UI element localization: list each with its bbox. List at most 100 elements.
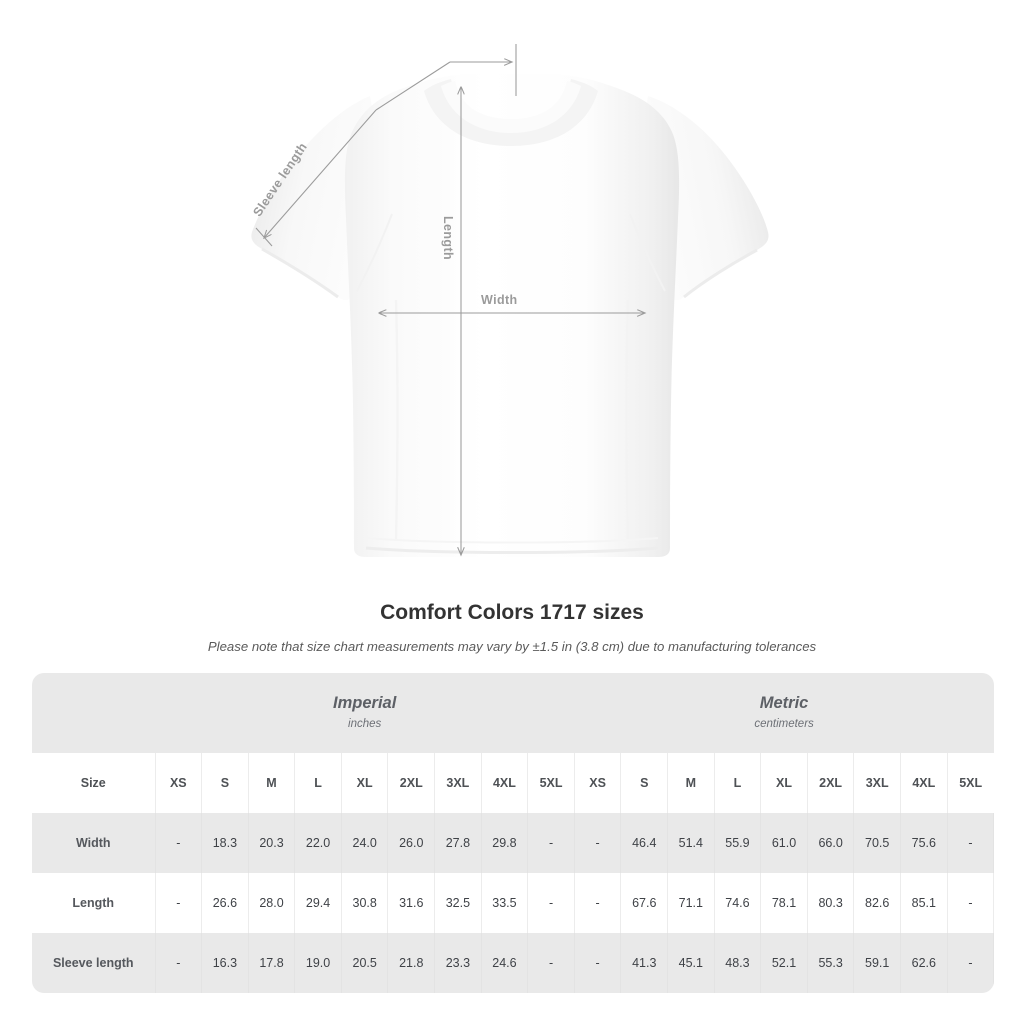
cell-length-metric-xs: - <box>574 873 622 933</box>
cell-length-metric-s: 67.6 <box>620 873 669 933</box>
size-header-row: Size XS S M L XL 2XL 3XL 4XL 5XL XS S M … <box>32 753 994 813</box>
cell-width-metric-5xl: - <box>947 813 995 873</box>
size-header-metric-m: M <box>667 753 715 813</box>
cell-width-imperial-5xl: - <box>527 813 575 873</box>
cell-length-imperial-xl: 30.8 <box>341 873 389 933</box>
size-chart-table: Imperial inches Metric centimeters Size … <box>32 673 995 993</box>
cell-sleeve-metric-l: 48.3 <box>714 933 762 993</box>
size-header-imperial-xl: XL <box>341 753 389 813</box>
cell-width-imperial-3xl: 27.8 <box>434 813 482 873</box>
unit-header-imperial: Imperial inches <box>155 673 575 753</box>
title-block: Comfort Colors 1717 sizes Please note th… <box>0 600 1024 656</box>
cell-width-imperial-s: 18.3 <box>201 813 249 873</box>
cell-sleeve-metric-5xl: - <box>947 933 995 993</box>
cell-width-metric-3xl: 70.5 <box>853 813 901 873</box>
sleeve-leader-diagonal <box>375 61 451 111</box>
size-header-imperial-5xl: 5XL <box>527 753 575 813</box>
cell-width-metric-4xl: 75.6 <box>900 813 948 873</box>
cell-width-imperial-m: 20.3 <box>248 813 296 873</box>
cell-width-metric-l: 55.9 <box>714 813 762 873</box>
size-header-metric-4xl: 4XL <box>900 753 948 813</box>
cell-length-imperial-5xl: - <box>527 873 575 933</box>
size-header-imperial-s: S <box>201 753 249 813</box>
cell-sleeve-metric-xs: - <box>574 933 622 993</box>
cell-length-metric-3xl: 82.6 <box>853 873 901 933</box>
size-column-header: Size <box>32 753 156 813</box>
size-header-metric-5xl: 5XL <box>947 753 994 813</box>
size-header-imperial-m: M <box>248 753 296 813</box>
row-label-width: Width <box>32 813 156 873</box>
cell-sleeve-imperial-l: 19.0 <box>294 933 342 993</box>
size-header-metric-2xl: 2XL <box>807 753 855 813</box>
size-header-metric-s: S <box>620 753 669 813</box>
unit-spacer-cell <box>32 673 155 753</box>
cell-sleeve-imperial-xl: 20.5 <box>341 933 389 993</box>
size-header-imperial-4xl: 4XL <box>481 753 529 813</box>
tshirt-body <box>251 74 769 557</box>
cell-sleeve-imperial-3xl: 23.3 <box>434 933 482 993</box>
cell-width-imperial-l: 22.0 <box>294 813 342 873</box>
size-header-imperial-3xl: 3XL <box>434 753 482 813</box>
unit-sub-imperial: inches <box>348 718 382 730</box>
page-title: Comfort Colors 1717 sizes <box>380 601 644 624</box>
cell-length-metric-5xl: - <box>947 873 995 933</box>
cell-width-imperial-xs: - <box>155 813 203 873</box>
unit-sub-metric: centimeters <box>754 718 814 730</box>
cell-length-metric-m: 71.1 <box>667 873 715 933</box>
cell-length-imperial-l: 29.4 <box>294 873 342 933</box>
table-row: Sleeve length - 16.3 17.8 19.0 20.5 21.8… <box>32 933 995 993</box>
row-label-length: Length <box>32 873 156 933</box>
row-label-sleeve-length: Sleeve length <box>32 933 156 993</box>
size-header-imperial-xs: XS <box>155 753 203 813</box>
cell-sleeve-imperial-5xl: - <box>527 933 575 993</box>
cell-length-metric-4xl: 85.1 <box>900 873 948 933</box>
cell-width-metric-xs: - <box>574 813 622 873</box>
cell-length-imperial-3xl: 32.5 <box>434 873 482 933</box>
size-chart-container: Imperial inches Metric centimeters Size … <box>32 673 995 993</box>
cell-width-imperial-xl: 24.0 <box>341 813 389 873</box>
length-dimension-label: Length <box>441 216 455 261</box>
cell-length-imperial-4xl: 33.5 <box>481 873 529 933</box>
cell-length-metric-l: 74.6 <box>714 873 762 933</box>
size-header-metric-xs: XS <box>574 753 622 813</box>
cell-length-imperial-2xl: 31.6 <box>387 873 436 933</box>
sleeve-end-tick <box>255 227 273 247</box>
sleeve-length-arrow <box>264 109 377 238</box>
size-header-imperial-2xl: 2XL <box>387 753 436 813</box>
cell-sleeve-imperial-2xl: 21.8 <box>387 933 436 993</box>
size-header-imperial-l: L <box>294 753 342 813</box>
cell-width-metric-xl: 61.0 <box>760 813 808 873</box>
cell-width-metric-s: 46.4 <box>620 813 669 873</box>
size-header-metric-l: L <box>714 753 762 813</box>
unit-name-metric: Metric <box>759 694 809 712</box>
measurement-annotations <box>255 44 645 555</box>
cell-width-imperial-4xl: 29.8 <box>481 813 529 873</box>
cell-sleeve-metric-2xl: 55.3 <box>807 933 855 993</box>
cell-length-imperial-xs: - <box>155 873 203 933</box>
cell-sleeve-metric-m: 45.1 <box>667 933 715 993</box>
width-dimension-label: Width <box>481 293 518 307</box>
unit-banner-row: Imperial inches Metric centimeters <box>32 673 994 753</box>
cell-sleeve-imperial-xs: - <box>155 933 203 993</box>
cell-sleeve-metric-xl: 52.1 <box>760 933 808 993</box>
size-header-metric-xl: XL <box>760 753 808 813</box>
table-row: Length - 26.6 28.0 29.4 30.8 31.6 32.5 3… <box>32 873 995 933</box>
cell-sleeve-imperial-4xl: 24.6 <box>481 933 529 993</box>
unit-name-imperial: Imperial <box>333 694 397 712</box>
table-row: Width - 18.3 20.3 22.0 24.0 26.0 27.8 29… <box>32 813 995 873</box>
cell-sleeve-metric-3xl: 59.1 <box>853 933 901 993</box>
cell-sleeve-metric-s: 41.3 <box>620 933 669 993</box>
unit-header-metric: Metric centimeters <box>574 673 994 753</box>
cell-length-imperial-m: 28.0 <box>248 873 296 933</box>
cell-length-metric-2xl: 80.3 <box>807 873 855 933</box>
cell-sleeve-imperial-m: 17.8 <box>248 933 296 993</box>
tshirt-diagram: Width Length Sleeve length <box>250 44 769 557</box>
cell-sleeve-metric-4xl: 62.6 <box>900 933 948 993</box>
tolerance-note: Please note that size chart measurements… <box>207 639 817 654</box>
cell-length-imperial-s: 26.6 <box>201 873 249 933</box>
tshirt-illustration <box>251 44 769 557</box>
cell-length-metric-xl: 78.1 <box>760 873 808 933</box>
cell-sleeve-imperial-s: 16.3 <box>201 933 249 993</box>
size-header-metric-3xl: 3XL <box>853 753 901 813</box>
cell-width-metric-m: 51.4 <box>667 813 715 873</box>
